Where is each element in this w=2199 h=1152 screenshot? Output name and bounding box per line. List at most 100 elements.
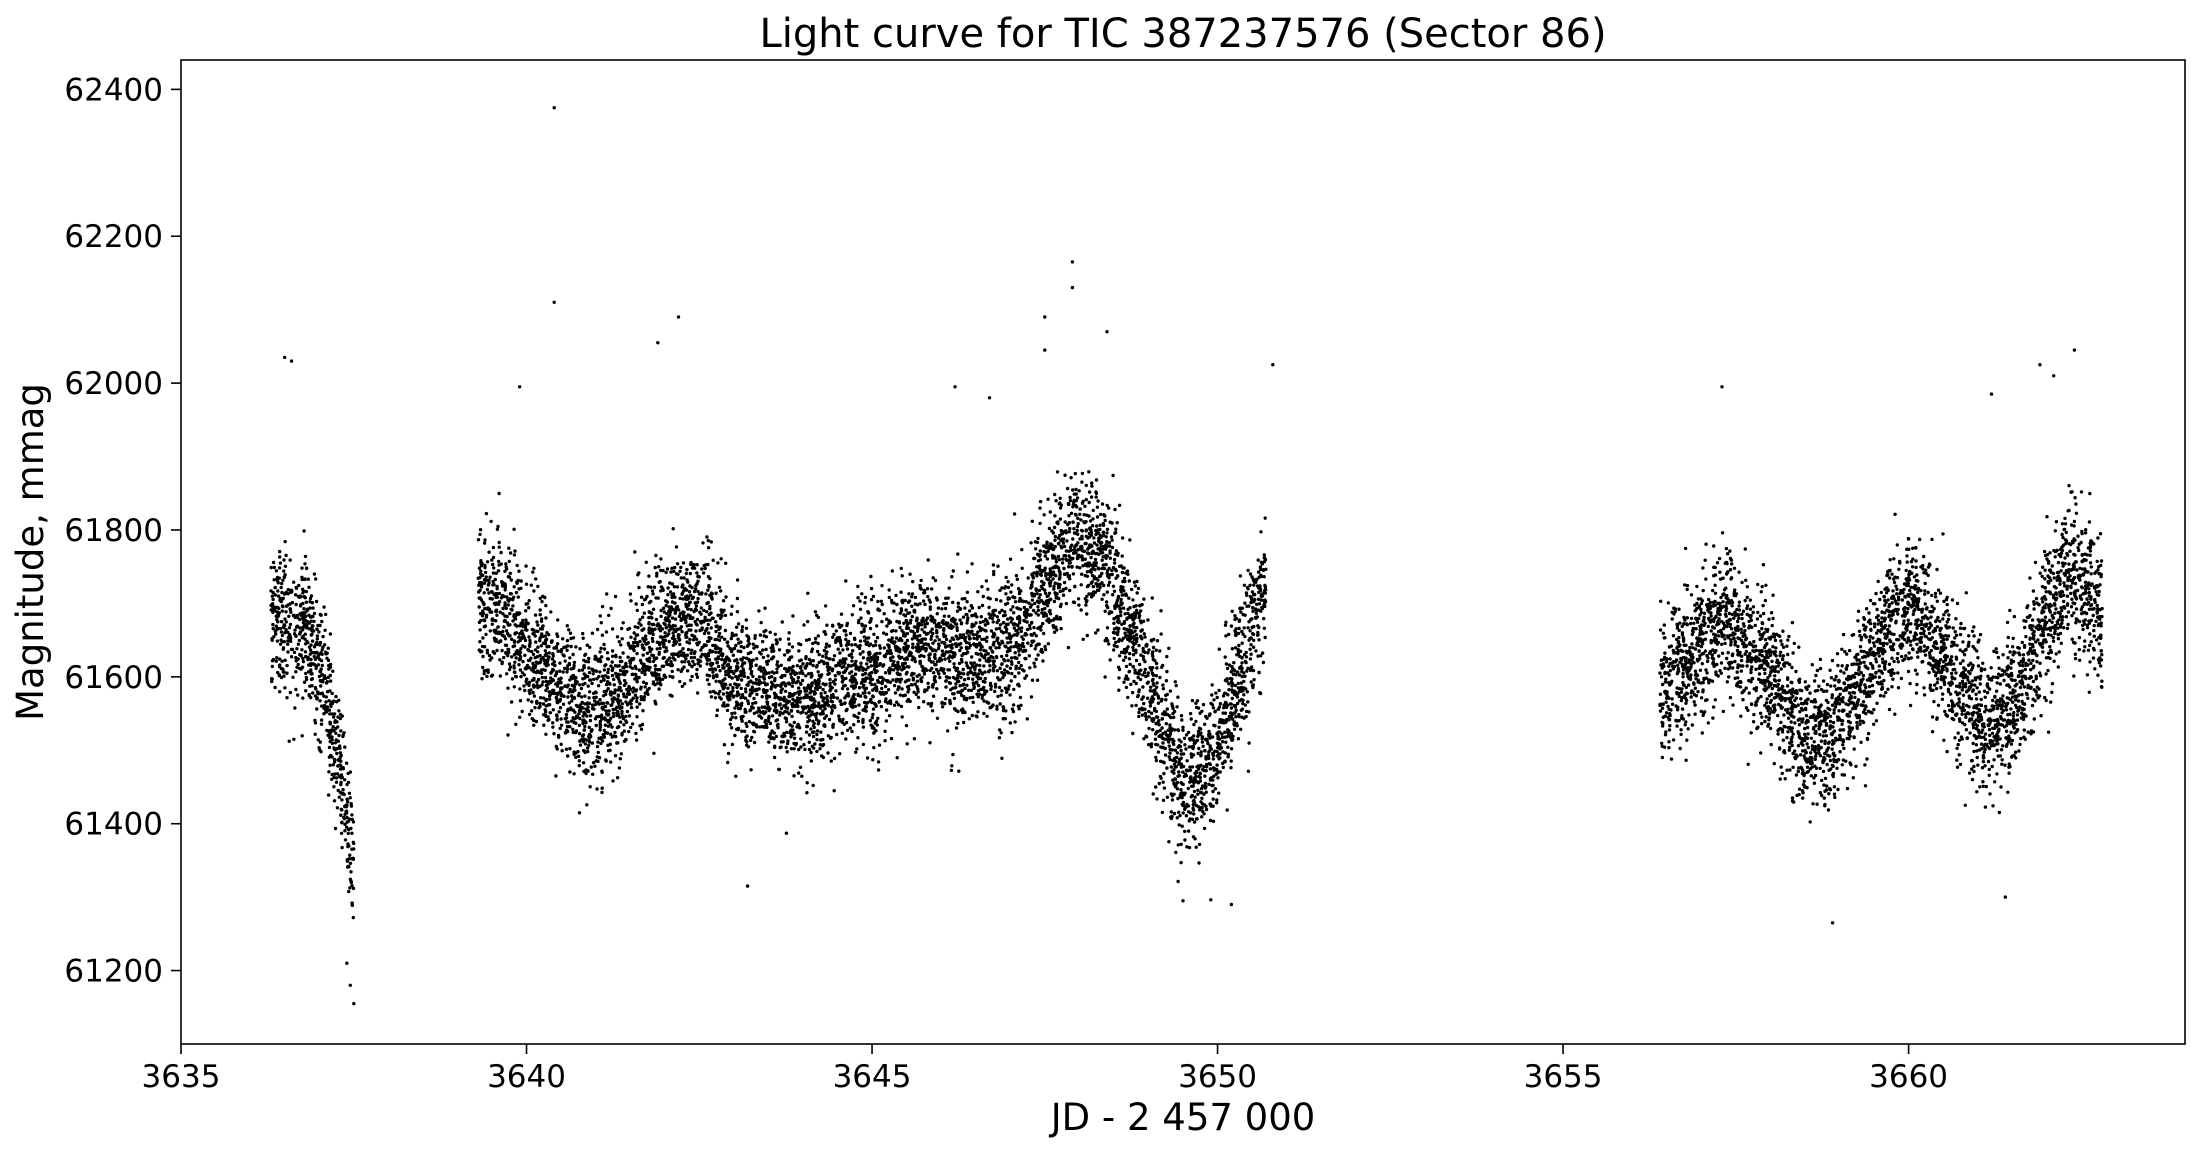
data-point xyxy=(976,590,980,594)
data-point xyxy=(618,655,622,660)
data-point xyxy=(928,741,932,745)
data-point xyxy=(880,583,884,588)
data-point xyxy=(841,648,845,652)
data-point xyxy=(947,586,951,590)
data-point xyxy=(873,665,877,669)
data-point xyxy=(963,596,967,601)
data-point xyxy=(946,729,950,733)
data-point xyxy=(507,667,512,672)
data-point xyxy=(551,662,555,666)
data-point xyxy=(519,636,524,641)
data-point xyxy=(844,720,849,725)
data-point xyxy=(608,742,612,746)
data-point xyxy=(1010,662,1014,666)
data-point xyxy=(707,584,711,588)
data-point xyxy=(602,689,606,694)
data-point xyxy=(487,653,492,658)
data-point xyxy=(280,581,284,586)
data-point xyxy=(871,644,875,648)
data-point xyxy=(332,799,337,803)
data-point xyxy=(805,791,809,795)
data-point xyxy=(970,606,975,610)
data-point xyxy=(580,734,585,738)
data-point xyxy=(312,619,316,624)
data-point xyxy=(610,649,615,653)
data-point xyxy=(599,621,603,625)
data-point xyxy=(325,690,330,694)
data-point xyxy=(350,831,354,835)
data-point xyxy=(554,645,559,649)
data-point xyxy=(905,699,909,703)
data-point xyxy=(980,645,984,649)
data-point xyxy=(874,639,878,644)
data-point xyxy=(492,651,497,655)
data-point xyxy=(715,637,719,642)
data-point xyxy=(294,602,298,607)
data-point xyxy=(822,662,826,666)
data-point xyxy=(535,683,539,687)
data-point xyxy=(1004,686,1008,691)
data-point xyxy=(533,664,538,668)
data-point xyxy=(744,618,748,622)
data-point xyxy=(963,606,967,610)
data-point xyxy=(774,638,778,642)
data-point xyxy=(699,592,704,596)
data-point xyxy=(598,614,602,618)
data-point xyxy=(858,639,863,643)
data-point xyxy=(595,677,599,681)
data-point xyxy=(498,639,503,644)
data-point xyxy=(664,626,668,630)
data-point xyxy=(535,655,540,659)
data-point xyxy=(350,813,354,817)
data-point xyxy=(717,585,722,589)
data-point xyxy=(495,648,499,653)
data-point xyxy=(1027,654,1032,658)
data-point xyxy=(976,710,980,714)
data-point xyxy=(1010,730,1014,735)
data-point xyxy=(809,659,813,663)
data-point xyxy=(838,752,842,756)
data-point xyxy=(746,699,750,703)
data-point xyxy=(755,725,759,729)
data-point xyxy=(478,532,482,537)
data-point xyxy=(685,594,689,598)
data-point xyxy=(620,702,624,706)
data-point xyxy=(956,552,960,556)
data-point xyxy=(729,726,734,730)
data-point xyxy=(528,644,532,649)
data-point xyxy=(850,670,854,674)
data-point xyxy=(965,664,969,668)
data-point xyxy=(1013,655,1017,660)
data-point xyxy=(920,675,924,680)
data-point xyxy=(908,621,913,625)
data-point xyxy=(1030,573,1034,577)
data-point xyxy=(664,599,668,603)
data-point xyxy=(650,627,654,631)
data-point xyxy=(1026,641,1030,645)
data-point xyxy=(887,700,891,704)
data-point xyxy=(1019,629,1023,634)
data-point xyxy=(906,684,911,689)
data-point xyxy=(808,662,813,666)
data-point xyxy=(648,659,652,664)
data-point xyxy=(910,658,914,662)
data-point xyxy=(570,719,574,723)
data-point xyxy=(955,626,959,630)
data-point xyxy=(670,625,674,629)
data-point xyxy=(792,720,796,725)
data-point xyxy=(1007,632,1011,636)
data-point xyxy=(283,686,287,690)
data-point xyxy=(765,662,769,666)
data-point xyxy=(858,652,862,656)
data-point xyxy=(1032,594,1037,598)
data-point xyxy=(350,847,354,851)
data-point xyxy=(1058,575,1062,580)
data-point xyxy=(872,654,876,658)
data-point xyxy=(785,741,790,746)
data-point xyxy=(884,719,889,723)
data-point xyxy=(998,666,1002,670)
data-point xyxy=(677,614,682,619)
data-point xyxy=(1069,511,1074,515)
data-point xyxy=(850,655,854,659)
data-point xyxy=(532,694,537,698)
